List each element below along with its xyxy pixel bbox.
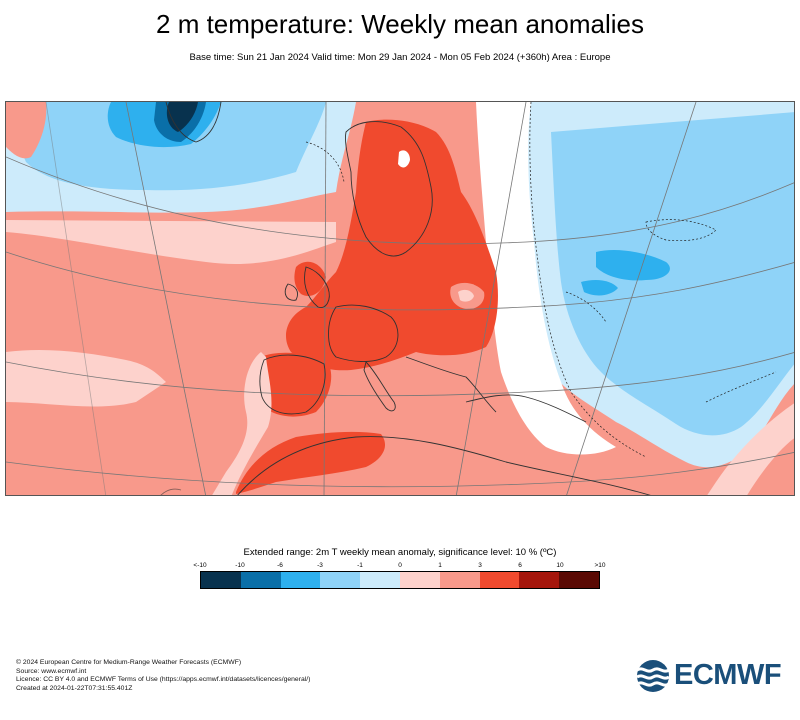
anomaly-area-0-1-portugal-coast xyxy=(212,352,272,495)
legend-swatch-0 xyxy=(201,572,241,588)
created-text: Created at 2024-01-22T07:31:55.401Z xyxy=(16,684,133,692)
ecmwf-wave-logo-icon xyxy=(636,660,670,692)
legend-tick: >10 xyxy=(594,562,606,569)
anomaly-area-neg6-neg3-ukraine xyxy=(581,280,618,296)
footer-credits: © 2024 European Centre for Medium-Range … xyxy=(16,659,310,693)
legend-swatch-3 xyxy=(320,572,361,588)
anomaly-area-neg3-neg1-russia xyxy=(551,112,794,436)
anomaly-area-1-3-southeast xyxy=(747,438,794,495)
source-text: Source: www.ecmwf.int xyxy=(16,667,87,675)
legend-swatch-1 xyxy=(240,572,281,588)
anomaly-area-neg6-neg3-russia xyxy=(596,250,670,281)
legend-swatch-8 xyxy=(519,572,560,588)
chart-title: 2 m temperature: Weekly mean anomalies xyxy=(156,9,644,39)
legend-tick: -10 xyxy=(235,562,245,569)
significance-contours xyxy=(305,102,777,458)
chart-subtitle: Base time: Sun 21 Jan 2024 Valid time: M… xyxy=(189,52,611,63)
copyright-text: © 2024 European Centre for Medium-Range … xyxy=(16,659,242,666)
legend-tick: 1 xyxy=(438,562,442,569)
anomaly-area-1-3-labrador xyxy=(6,102,47,159)
legend-tick: -1 xyxy=(357,562,363,569)
legend-tick: 6 xyxy=(518,562,522,569)
temperature-anomaly-map xyxy=(5,101,795,496)
anomaly-area-3-6-british-isles xyxy=(294,261,326,297)
legend-tick: -3 xyxy=(317,562,323,569)
anomaly-area-0-1-ring-center xyxy=(458,289,474,302)
legend-ticks: <-10 -10 -6 -3 -1 0 1 3 6 10 >10 xyxy=(193,562,607,572)
legend-tick: 3 xyxy=(478,562,482,569)
anomaly-area-0-1-atlantic xyxy=(6,349,166,407)
coastlines xyxy=(160,102,651,495)
graticule xyxy=(6,102,794,495)
legend-title: Extended range: 2m T weekly mean anomaly… xyxy=(243,547,557,558)
map-canvas xyxy=(6,102,794,495)
legend-tick: <-10 xyxy=(193,562,207,569)
ecmwf-logo-text: ECMWF xyxy=(674,659,782,691)
legend-tick: -6 xyxy=(277,562,283,569)
anomaly-area-insignificant-scandinavia xyxy=(398,150,410,168)
legend-tick: 0 xyxy=(398,562,402,569)
legend-swatch-2 xyxy=(280,572,321,588)
ecmwf-logo: ECMWF xyxy=(636,659,786,693)
legend-swatch-4 xyxy=(360,572,400,588)
legend-tick: 10 xyxy=(556,562,564,569)
anomaly-area-0-1-north-atlantic xyxy=(6,220,336,264)
anomaly-area-3-6-central-europe xyxy=(286,119,498,371)
legend-swatch-7 xyxy=(479,572,520,588)
legend-swatch-5 xyxy=(399,572,440,588)
legend-swatch-6 xyxy=(439,572,480,588)
anomaly-area-3-6-iberia xyxy=(257,352,332,417)
anomaly-area-insignificant xyxy=(476,102,616,455)
legend-color-bar xyxy=(200,571,600,589)
legend-swatch-9 xyxy=(559,572,599,588)
anomaly-area-3-6-north-africa xyxy=(236,431,386,494)
licence-text: Licence: CC BY 4.0 and ECMWF Terms of Us… xyxy=(16,676,311,684)
